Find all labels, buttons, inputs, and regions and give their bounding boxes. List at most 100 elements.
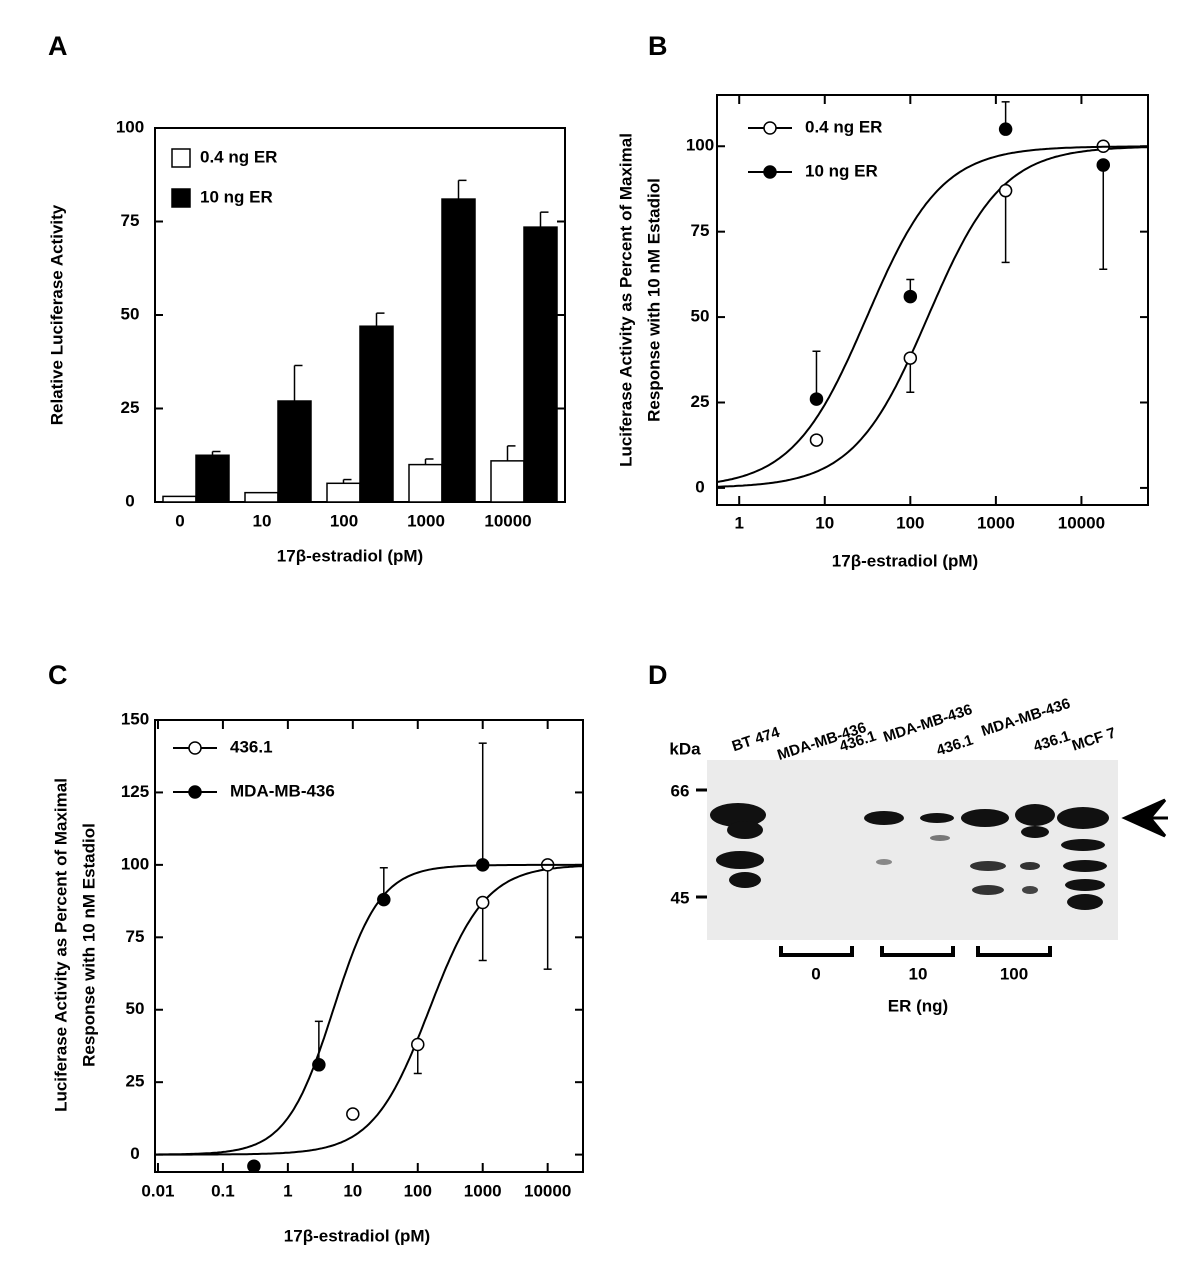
bar <box>441 198 476 503</box>
marker <box>188 785 202 799</box>
bar <box>244 491 279 503</box>
panel-label: C <box>48 660 68 690</box>
marker <box>475 858 490 872</box>
y-tick-label: 150 <box>121 709 149 728</box>
x-tick-label: 10000 <box>1058 513 1105 532</box>
lane-label: BT 474 <box>730 724 783 756</box>
marker <box>312 1058 326 1072</box>
marker <box>998 122 1013 136</box>
fit-curve <box>155 865 584 1156</box>
fit-curve <box>717 146 1148 488</box>
y-tick-label: 0 <box>130 1144 139 1163</box>
legend-swatch <box>171 188 191 208</box>
legend-label: 10 ng ER <box>805 161 878 180</box>
x-axis-label: 17β-estradiol (pM) <box>832 551 978 570</box>
legend-label: 10 ng ER <box>200 187 273 206</box>
lane-label: 436.1 <box>934 732 975 760</box>
x-tick-label: 1 <box>283 1181 292 1200</box>
marker <box>809 392 824 406</box>
y-tick-label: 25 <box>691 392 710 411</box>
y-tick-label: 75 <box>691 221 710 240</box>
y-axis-label: Relative Luciferase Activity <box>47 204 66 425</box>
marker <box>763 121 777 135</box>
x-axis-label: 17β-estradiol (pM) <box>284 1226 430 1245</box>
x-tick-label: 1 <box>734 513 743 532</box>
y-axis-label: Luciferase Activity as Percent of Maxima… <box>616 133 635 467</box>
blot-image <box>707 760 1118 940</box>
marker <box>809 433 824 447</box>
panel-label: B <box>648 31 668 61</box>
bar <box>162 495 197 503</box>
marker <box>377 892 391 907</box>
x-tick-label: 10 <box>815 513 834 532</box>
y-tick-label: 50 <box>121 304 140 323</box>
y-tick-label: 0 <box>695 477 704 496</box>
x-tick-label: 10 <box>343 1181 362 1200</box>
y-tick-label: 50 <box>691 307 710 326</box>
group-title: ER (ng) <box>888 996 948 1015</box>
group-brackets <box>779 946 1052 957</box>
legend-label: 0.4 ng ER <box>200 147 277 166</box>
blot-bands <box>710 803 1109 910</box>
marker <box>188 741 202 755</box>
y-tick-label: 75 <box>121 211 140 230</box>
x-tick-label: 100 <box>404 1181 432 1200</box>
y-tick-label: 100 <box>116 117 144 136</box>
bar <box>523 226 558 503</box>
marker <box>763 165 777 179</box>
panel-label: D <box>648 660 668 690</box>
marker <box>1096 158 1111 172</box>
marker <box>475 895 490 910</box>
plot-frame <box>154 719 584 1173</box>
y-axis-label: Response with 10 nM Estadiol <box>644 178 663 422</box>
legend-label: 436.1 <box>230 737 273 756</box>
bar <box>490 460 525 503</box>
y-tick-label: 0 <box>125 491 134 510</box>
x-tick-label: 1000 <box>464 1181 502 1200</box>
x-tick-label: 1000 <box>407 511 445 530</box>
group-label: 10 <box>909 964 928 983</box>
marker <box>346 1107 360 1121</box>
marker <box>411 1037 425 1052</box>
x-tick-label: 100 <box>330 511 358 530</box>
x-tick-label: 1000 <box>977 513 1015 532</box>
legend-label: MDA-MB-436 <box>230 781 335 800</box>
unit-label: kDa <box>669 739 701 758</box>
group-label: 0 <box>811 964 820 983</box>
x-tick-label: 0.01 <box>141 1181 174 1200</box>
x-tick-label: 100 <box>896 513 924 532</box>
y-axis-label: Response with 10 nM Estadiol <box>79 823 98 1067</box>
y-axis-label: Luciferase Activity as Percent of Maxima… <box>51 778 70 1112</box>
y-tick-label: 100 <box>686 136 714 155</box>
bar <box>195 454 230 503</box>
x-axis-label: 17β-estradiol (pM) <box>277 546 423 565</box>
lane-label: 436.1 <box>1031 728 1072 756</box>
x-tick-label: 0 <box>175 511 184 530</box>
y-tick-label: 25 <box>126 1072 145 1091</box>
bar <box>359 325 394 503</box>
y-tick-label: 25 <box>121 398 140 417</box>
bar <box>408 463 443 503</box>
y-tick-label: 75 <box>126 927 145 946</box>
y-tick-label: 100 <box>121 854 149 873</box>
arrow <box>1121 798 1168 838</box>
bar <box>326 482 361 503</box>
marker-label: 45 <box>671 888 690 907</box>
marker <box>903 351 918 365</box>
y-tick-label: 50 <box>126 999 145 1018</box>
marker <box>247 1159 261 1173</box>
marker <box>998 183 1013 198</box>
blot-panel: D kDa 66 45 BT 474 MDA-MB-436 436.1 MDA-… <box>648 660 1168 1015</box>
x-tick-label: 10000 <box>484 511 531 530</box>
bar <box>277 400 312 503</box>
legend-swatch <box>171 148 191 168</box>
marker <box>903 289 918 304</box>
fit-curve <box>716 145 1148 483</box>
legend-label: 0.4 ng ER <box>805 117 882 136</box>
fit-curve <box>155 863 583 1156</box>
y-tick-label: 125 <box>121 782 149 801</box>
marker-label: 66 <box>671 781 690 800</box>
x-tick-label: 10 <box>253 511 272 530</box>
plot-frame <box>716 94 1149 506</box>
